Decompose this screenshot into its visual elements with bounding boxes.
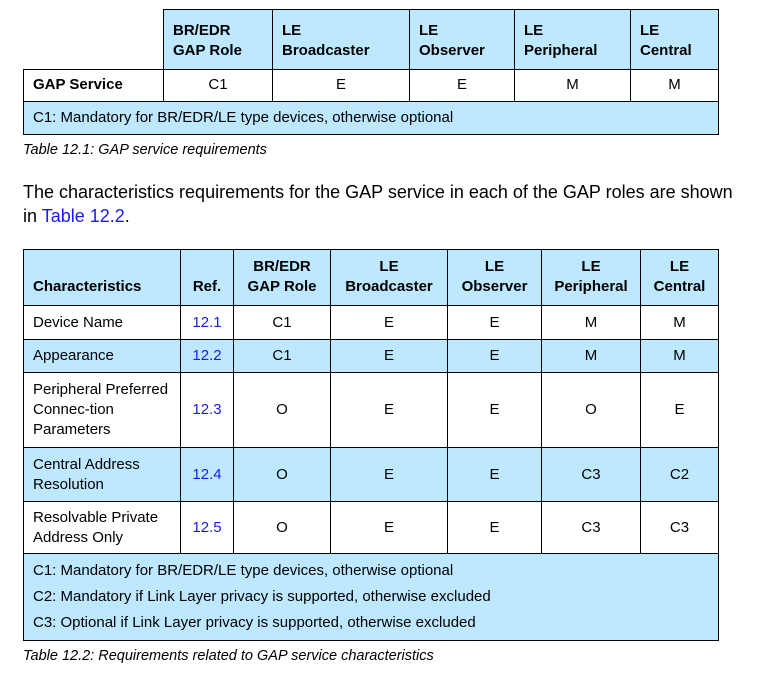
cell: M xyxy=(541,339,641,373)
header-cell: BR/EDR GAP Role xyxy=(163,9,273,70)
cell: C1 xyxy=(233,339,331,373)
table-row: Device Name 12.1 C1 E E M M xyxy=(23,305,719,340)
table-note: C1: Mandatory for BR/EDR/LE type devices… xyxy=(23,100,719,135)
row-label: GAP Service xyxy=(23,68,164,102)
cell: E xyxy=(330,372,448,448)
header-cell: BR/EDR GAP Role xyxy=(233,249,331,306)
cell: E xyxy=(330,339,448,373)
note: C2: Mandatory if Link Layer privacy is s… xyxy=(33,588,491,605)
header-cell: LE Peripheral xyxy=(541,249,641,306)
characteristic-name: Central Address Resolution xyxy=(23,447,181,502)
cell: C3 xyxy=(541,501,641,554)
cell: E xyxy=(330,501,448,554)
header-cell: LE Observer xyxy=(409,9,515,70)
ref-link[interactable]: 12.4 xyxy=(180,447,234,502)
cell: C2 xyxy=(640,447,719,502)
ref-link[interactable]: 12.5 xyxy=(180,501,234,554)
table-caption: Table 12.1: GAP service requirements xyxy=(23,142,267,158)
cell: M xyxy=(514,68,631,102)
table-row: GAP Service C1 E E M M xyxy=(23,68,719,102)
cell: O xyxy=(233,501,331,554)
cell: C1 xyxy=(163,68,273,102)
characteristic-name: Peripheral Preferred Connec-tion Paramet… xyxy=(23,372,181,448)
cell: O xyxy=(233,372,331,448)
cell: C3 xyxy=(640,501,719,554)
paragraph: The characteristics requirements for the… xyxy=(23,182,733,226)
table-row: Central Address Resolution 12.4 O E E C3 C2 xyxy=(23,447,719,502)
cell: C3 xyxy=(541,447,641,502)
header-cell: LE Broadcaster xyxy=(272,9,410,70)
cell: E xyxy=(409,68,515,102)
header-cell: LE Broadcaster xyxy=(330,249,448,306)
table-caption: Table 12.2: Requirements related to GAP … xyxy=(23,648,434,664)
cell: C1 xyxy=(233,305,331,340)
header-cell: LE Peripheral xyxy=(514,9,631,70)
cell: E xyxy=(447,447,542,502)
cell: E xyxy=(640,372,719,448)
characteristic-name: Device Name xyxy=(23,305,181,340)
cell: E xyxy=(447,372,542,448)
cell: E xyxy=(272,68,410,102)
cell: E xyxy=(330,447,448,502)
table-row: Resolvable Private Address Only 12.5 O E E C3… xyxy=(23,501,719,554)
gap-service-requirements-table: BR/EDR GAP Role LE Broadcaster LE Observer … xyxy=(23,9,719,135)
note: C1: Mandatory for BR/EDR/LE type devices… xyxy=(33,562,454,579)
header-cell: Ref. xyxy=(180,249,234,306)
header-cell: LE Central xyxy=(630,9,719,70)
ref-link[interactable]: 12.3 xyxy=(180,372,234,448)
ref-link[interactable]: 12.1 xyxy=(180,305,234,340)
table-row: Appearance 12.2 C1 E E M M xyxy=(23,339,719,373)
cell: M xyxy=(640,339,719,373)
cell: E xyxy=(330,305,448,340)
cell: M xyxy=(640,305,719,340)
characteristic-name: Resolvable Private Address Only xyxy=(23,501,181,554)
ref-link[interactable]: 12.2 xyxy=(180,339,234,373)
empty-corner xyxy=(23,9,164,69)
characteristic-name: Appearance xyxy=(23,339,181,373)
gap-characteristics-table: Characteristics Ref. BR/EDR GAP Role LE Broad… xyxy=(23,249,719,641)
cell: E xyxy=(447,305,542,340)
cell: M xyxy=(541,305,641,340)
cell: O xyxy=(541,372,641,448)
table-link[interactable]: Table 12.2 xyxy=(41,206,125,226)
cell: E xyxy=(447,501,542,554)
header-cell: LE Central xyxy=(640,249,719,306)
note: C3: Optional if Link Layer privacy is su… xyxy=(33,614,476,631)
cell: O xyxy=(233,447,331,502)
header-cell: LE Observer xyxy=(447,249,542,306)
cell: M xyxy=(630,68,719,102)
header-cell: Characteristics xyxy=(23,249,181,306)
table-row: Peripheral Preferred Connec-tion Paramet… xyxy=(23,372,719,448)
table-notes: C1: Mandatory for BR/EDR/LE type devices… xyxy=(23,553,719,641)
cell: E xyxy=(447,339,542,373)
